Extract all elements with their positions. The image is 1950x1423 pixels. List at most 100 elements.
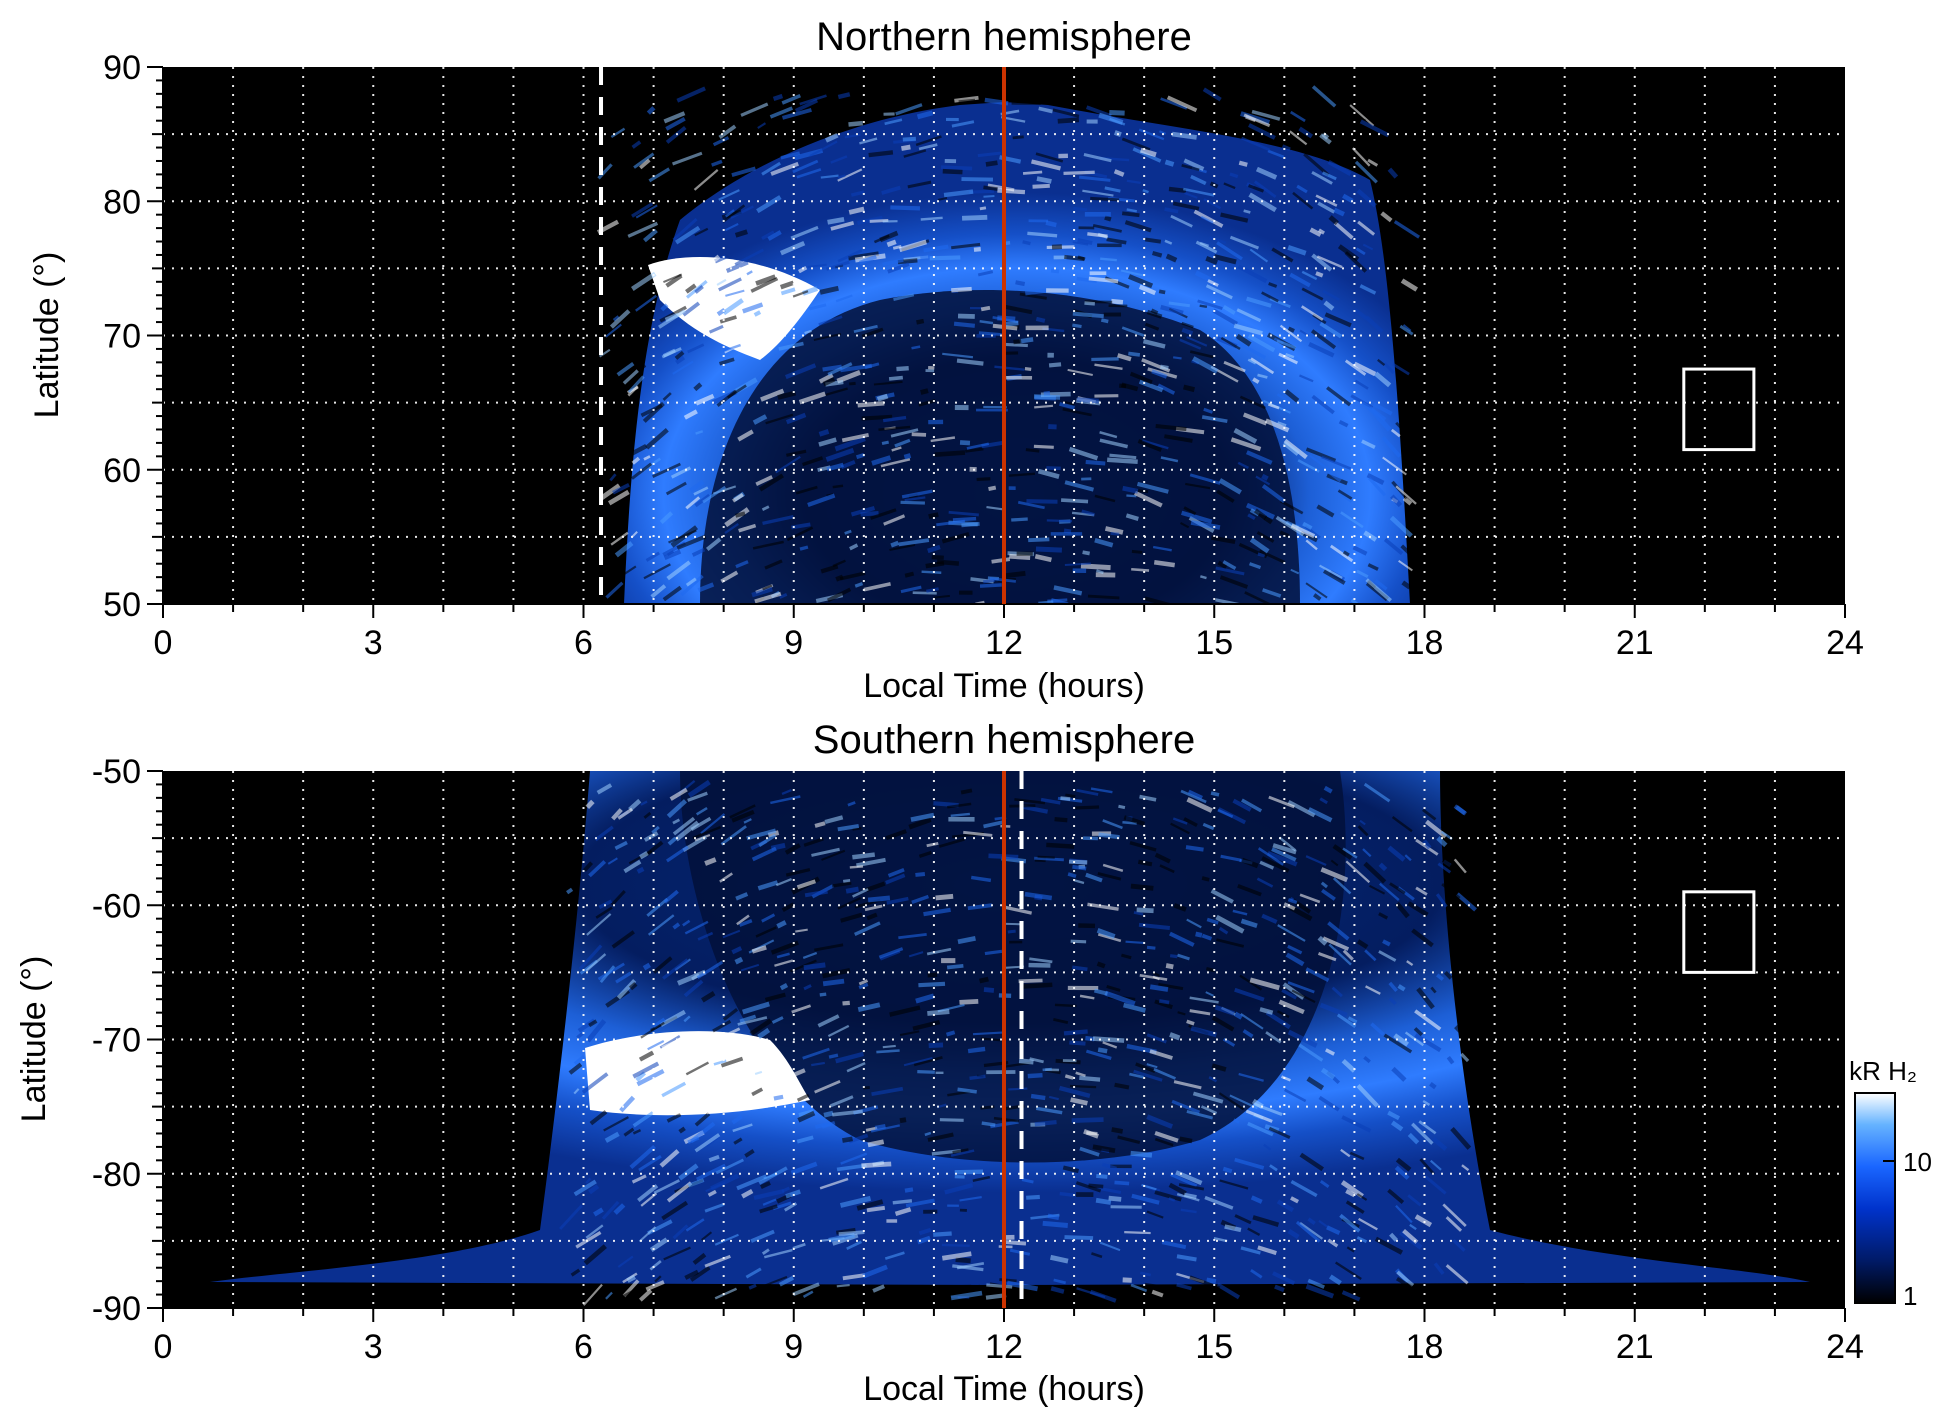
intensity-streak	[1200, 1105, 1218, 1115]
colorbar-tick-label: 1	[1903, 1281, 1917, 1311]
intensity-streak	[1361, 401, 1387, 422]
intensity-streak	[1047, 1213, 1060, 1221]
intensity-streak	[951, 286, 972, 293]
intensity-streak	[647, 1039, 665, 1051]
intensity-streak	[758, 1166, 788, 1185]
intensity-streak	[819, 285, 839, 295]
intensity-streak	[967, 1046, 986, 1054]
intensity-streak	[1168, 1197, 1176, 1202]
intensity-streak	[1422, 839, 1432, 850]
intensity-streak	[976, 477, 991, 482]
intensity-streak	[1092, 223, 1122, 233]
intensity-streak	[751, 945, 767, 954]
intensity-streak	[1247, 334, 1276, 353]
intensity-streak	[1277, 924, 1306, 942]
intensity-streak	[1276, 393, 1290, 403]
intensity-streak	[1240, 1012, 1264, 1030]
intensity-streak	[916, 110, 934, 120]
intensity-streak	[908, 951, 924, 958]
intensity-streak	[1200, 575, 1207, 580]
intensity-streak	[1436, 836, 1448, 848]
intensity-streak	[1341, 1290, 1361, 1302]
intensity-streak	[1146, 1114, 1174, 1129]
intensity-streak	[740, 963, 760, 972]
intensity-streak	[1076, 397, 1099, 404]
intensity-streak	[614, 541, 634, 558]
intensity-streak	[842, 878, 851, 883]
intensity-streak	[663, 889, 679, 904]
intensity-streak	[746, 270, 753, 276]
intensity-streak	[792, 1242, 806, 1250]
intensity-streak	[896, 365, 909, 372]
intensity-streak	[1336, 1013, 1357, 1029]
intensity-streak	[1096, 1173, 1108, 1179]
intensity-streak	[1261, 291, 1279, 303]
intensity-streak	[849, 865, 864, 869]
intensity-streak	[904, 496, 926, 502]
intensity-streak	[1254, 180, 1277, 198]
intensity-streak	[811, 1061, 826, 1067]
reference-box	[1682, 890, 1756, 974]
intensity-streak	[1305, 967, 1330, 983]
intensity-streak	[689, 480, 705, 493]
y-tick-label: -80	[92, 1156, 141, 1194]
intensity-streak	[1318, 1095, 1340, 1112]
intensity-streak	[895, 103, 923, 116]
intensity-streak	[1215, 914, 1245, 934]
intensity-streak	[1032, 183, 1050, 189]
intensity-streak	[1075, 805, 1100, 810]
intensity-streak	[1164, 159, 1175, 167]
intensity-streak	[1435, 893, 1448, 908]
intensity-streak	[1333, 207, 1345, 217]
intensity-streak	[1146, 1033, 1167, 1044]
intensity-streak	[1249, 248, 1269, 263]
intensity-streak	[1183, 158, 1205, 171]
intensity-streak	[1255, 475, 1271, 486]
intensity-streak	[1356, 569, 1369, 579]
intensity-streak	[742, 1001, 770, 1015]
intensity-streak	[1088, 276, 1119, 284]
intensity-streak	[927, 972, 938, 978]
intensity-streak	[651, 825, 660, 834]
intensity-streak	[692, 825, 721, 840]
intensity-streak	[599, 965, 616, 984]
intensity-streak	[1137, 859, 1153, 867]
intensity-streak	[857, 401, 885, 408]
intensity-streak	[1193, 209, 1224, 228]
intensity-streak	[1242, 412, 1268, 426]
intensity-streak	[1122, 820, 1137, 825]
intensity-streak	[1347, 1016, 1358, 1024]
intensity-streak	[952, 1148, 969, 1155]
intensity-streak	[941, 165, 973, 171]
intensity-streak	[1378, 912, 1389, 920]
intensity-streak	[1203, 198, 1221, 210]
intensity-streak	[604, 160, 634, 179]
intensity-streak	[1281, 144, 1291, 152]
intensity-streak	[814, 1080, 841, 1094]
intensity-streak	[746, 1283, 773, 1298]
intensity-streak	[876, 1049, 900, 1054]
intensity-streak	[1111, 1127, 1124, 1134]
intensity-streak	[786, 449, 807, 457]
intensity-streak	[1154, 852, 1171, 864]
intensity-streak	[754, 591, 782, 604]
intensity-streak	[613, 1203, 626, 1215]
intensity-streak	[1132, 147, 1162, 163]
intensity-streak	[1123, 1002, 1146, 1013]
intensity-streak	[1353, 308, 1368, 320]
intensity-streak	[1151, 369, 1168, 379]
intensity-streak	[742, 94, 761, 105]
intensity-streak	[1308, 341, 1335, 358]
intensity-streak	[1302, 521, 1313, 530]
intensity-streak	[1144, 1282, 1159, 1288]
intensity-streak	[1334, 1261, 1362, 1281]
intensity-streak	[1013, 338, 1022, 345]
intensity-streak	[861, 414, 893, 421]
intensity-streak	[903, 149, 927, 158]
intensity-streak	[1080, 563, 1111, 571]
intensity-streak	[623, 859, 642, 874]
intensity-streak	[918, 143, 938, 151]
intensity-streak	[1217, 808, 1234, 819]
intensity-streak	[1065, 793, 1076, 798]
intensity-streak	[871, 1086, 904, 1097]
